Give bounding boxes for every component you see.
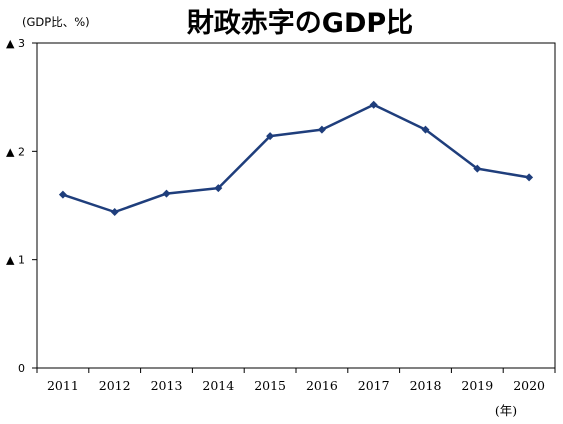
- x-axis-label: (年): [495, 403, 517, 418]
- y-axis: 0 ▲ 1 ▲ 2 ▲ 3: [6, 37, 37, 375]
- data-point: [214, 184, 223, 193]
- y-tick-label: ▲ 3: [6, 37, 25, 50]
- x-tick-label: 2013: [151, 378, 183, 393]
- data-point: [110, 208, 119, 216]
- series-line: [62, 103, 530, 214]
- y-tick-label: ▲ 2: [6, 145, 25, 158]
- x-tick-label: 2016: [306, 378, 338, 393]
- data-point: [162, 189, 171, 198]
- x-tick-label: 2014: [202, 378, 234, 393]
- data-point: [473, 164, 482, 173]
- x-tick-label: 2012: [99, 378, 131, 393]
- data-point: [421, 125, 430, 134]
- y-tick-label: 0: [18, 362, 25, 375]
- data-point: [317, 125, 326, 134]
- data-point: [525, 173, 534, 182]
- data-point: [58, 190, 67, 199]
- series: [58, 100, 534, 216]
- unit-label: (GDP比、%): [22, 15, 90, 29]
- x-tick-label: 2017: [358, 378, 390, 393]
- x-tick-label: 2019: [461, 378, 493, 393]
- x-tick-label: 2015: [254, 378, 286, 393]
- x-axis: 2011 2012 2013 2014 2015 2016 2017 2018 2019 2020: [36, 368, 556, 393]
- chart-title: 財政赤字のGDP比: [187, 7, 413, 39]
- y-tick-label: ▲ 1: [6, 254, 25, 267]
- x-tick-label: 2011: [47, 378, 79, 393]
- x-tick-label: 2020: [513, 378, 545, 393]
- data-point: [369, 100, 378, 109]
- plot-area: [36, 42, 556, 369]
- data-point: [266, 132, 275, 141]
- x-tick-label: 2018: [410, 378, 442, 393]
